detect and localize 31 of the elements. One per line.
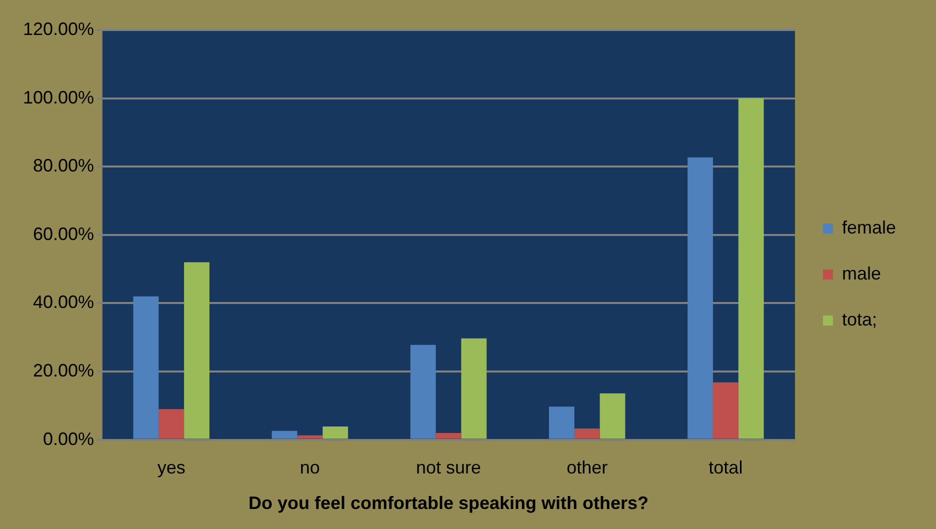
legend-label: male xyxy=(842,263,881,284)
x-tick-label: total xyxy=(708,458,743,478)
bar xyxy=(688,157,713,439)
bar xyxy=(461,338,487,439)
y-tick-label: 80.00% xyxy=(32,156,94,176)
bar xyxy=(738,98,764,439)
y-tick-label: 100.00% xyxy=(22,87,94,108)
bar xyxy=(574,428,600,439)
x-tick-label: not sure xyxy=(416,458,482,478)
bar xyxy=(272,430,298,439)
bar xyxy=(600,393,626,439)
bar xyxy=(712,382,738,439)
x-axis-title: Do you feel comfortable speaking with others? xyxy=(248,493,649,514)
x-tick-label: no xyxy=(300,458,320,478)
y-tick-label: 20.00% xyxy=(32,360,94,380)
bar xyxy=(436,432,462,439)
y-tick-label: 60.00% xyxy=(32,224,94,244)
bar xyxy=(158,409,184,439)
x-tick-label: other xyxy=(566,458,608,478)
bar xyxy=(184,262,210,439)
x-tick-label: yes xyxy=(157,458,186,478)
y-tick-label: 0.00% xyxy=(43,428,94,449)
y-tick-label: 120.00% xyxy=(22,18,94,39)
bar xyxy=(548,406,574,439)
bar xyxy=(297,435,323,439)
bar xyxy=(322,426,348,439)
legend-label: female xyxy=(842,217,896,238)
bar xyxy=(410,344,436,439)
y-tick-label: 40.00% xyxy=(32,292,94,312)
bar xyxy=(133,296,159,439)
legend-label: tota; xyxy=(842,309,878,330)
